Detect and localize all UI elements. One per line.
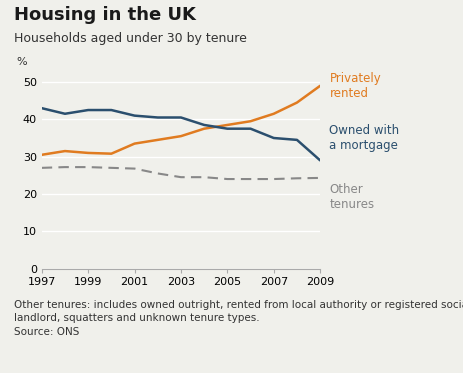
Text: %: % (17, 57, 27, 67)
Text: Owned with
a mortgage: Owned with a mortgage (329, 124, 399, 152)
Text: Privately
rented: Privately rented (329, 72, 381, 100)
Text: Housing in the UK: Housing in the UK (14, 6, 195, 23)
Text: Other tenures: includes owned outright, rented from local authority or registere: Other tenures: includes owned outright, … (14, 300, 463, 337)
Text: Other
tenures: Other tenures (329, 182, 374, 211)
Text: Households aged under 30 by tenure: Households aged under 30 by tenure (14, 32, 246, 45)
